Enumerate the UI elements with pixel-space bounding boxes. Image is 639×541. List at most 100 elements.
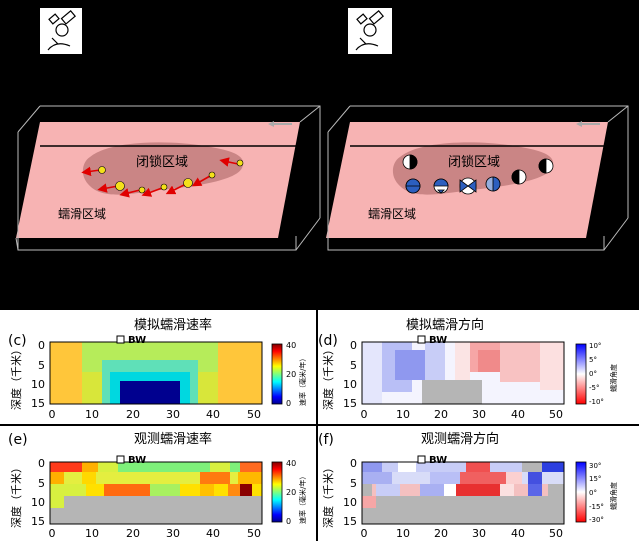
panel-f-ylabel: 深度（千米） <box>321 462 335 528</box>
svg-text:0: 0 <box>286 517 291 526</box>
svg-text:50: 50 <box>549 408 563 421</box>
svg-text:20: 20 <box>126 527 140 540</box>
panel-d-title-box <box>380 314 510 332</box>
panel-c-station: BW <box>128 335 146 346</box>
panel-c-letter: (c) <box>8 333 27 349</box>
panel-e-station: BW <box>128 455 146 466</box>
panel-d-heatmap <box>362 342 564 404</box>
svg-text:40: 40 <box>511 527 525 540</box>
svg-text:10: 10 <box>343 378 357 391</box>
station-marker-d <box>417 335 426 344</box>
svg-text:0: 0 <box>38 339 45 352</box>
svg-text:40: 40 <box>511 408 525 421</box>
panel-c-yticks: 0 5 10 15 <box>31 339 45 410</box>
svg-text:0: 0 <box>361 527 368 540</box>
svg-text:0: 0 <box>49 527 56 540</box>
panel-c-title-box <box>108 314 238 332</box>
svg-text:20: 20 <box>434 527 448 540</box>
panel-e-colorbar <box>271 461 283 523</box>
svg-text:-15°: -15° <box>589 503 604 511</box>
svg-text:20: 20 <box>286 370 296 379</box>
svg-text:5: 5 <box>38 359 45 372</box>
svg-text:30: 30 <box>472 527 486 540</box>
svg-text:-5°: -5° <box>589 384 599 392</box>
svg-text:10°: 10° <box>589 342 601 350</box>
panel-c-cblabel: 速率（毫米/年） <box>298 355 307 406</box>
svg-text:10: 10 <box>396 527 410 540</box>
panel-c-title: 模拟蠕滑速率 <box>134 317 212 333</box>
panel-e-cbticks: 40 20 0 <box>286 459 296 526</box>
panel-f-station: BW <box>429 455 447 466</box>
svg-text:0: 0 <box>286 399 291 408</box>
panel-d-letter: (d) <box>318 333 338 349</box>
svg-text:40: 40 <box>206 527 220 540</box>
svg-text:20: 20 <box>126 408 140 421</box>
panel-e-letter: (e) <box>8 432 28 448</box>
fault-block-left <box>15 105 321 251</box>
svg-text:5: 5 <box>350 477 357 490</box>
svg-text:0°: 0° <box>589 489 597 497</box>
panel-e-yticks: 0 5 10 15 <box>31 457 45 528</box>
svg-text:20: 20 <box>434 408 448 421</box>
svg-text:40: 40 <box>286 459 296 468</box>
panel-f-cblabel: 蠕滑角度 <box>609 482 618 510</box>
satellite-icon-left <box>40 8 82 54</box>
locked-zone-label-left: 闭锁区域 <box>136 154 188 170</box>
panel-e-cblabel: 速率（毫米/年） <box>298 473 307 524</box>
svg-text:50: 50 <box>247 408 261 421</box>
svg-text:30: 30 <box>166 408 180 421</box>
svg-text:15: 15 <box>343 515 357 528</box>
svg-text:10: 10 <box>31 378 45 391</box>
svg-text:10: 10 <box>85 527 99 540</box>
fault-block-right <box>326 105 629 251</box>
svg-text:0°: 0° <box>589 370 597 378</box>
svg-text:0: 0 <box>361 408 368 421</box>
panel-f-xticks: 0 10 20 30 40 50 <box>361 527 564 540</box>
svg-text:20: 20 <box>286 488 296 497</box>
svg-text:0: 0 <box>38 457 45 470</box>
panel-f-yticks: 0 5 10 15 <box>343 457 357 528</box>
svg-text:30: 30 <box>166 527 180 540</box>
svg-text:50: 50 <box>247 527 261 540</box>
panel-d-ylabel: 深度（千米） <box>321 344 335 410</box>
panel-c-colorbar <box>271 343 283 405</box>
panel-d-title: 模拟蠕滑方向 <box>406 317 484 333</box>
panel-d-yticks: 0 5 10 15 <box>343 339 357 410</box>
svg-text:10: 10 <box>31 496 45 509</box>
svg-text:15: 15 <box>343 397 357 410</box>
panel-f-cbticks: 30° 15° 0° -15° -30° <box>589 462 604 524</box>
panel-d-station: BW <box>429 335 447 346</box>
svg-text:10: 10 <box>396 408 410 421</box>
svg-text:0: 0 <box>49 408 56 421</box>
panel-e-xticks: 0 10 20 30 40 50 <box>49 527 262 540</box>
svg-text:50: 50 <box>549 527 563 540</box>
panel-f-title: 观测蠕滑方向 <box>421 431 499 447</box>
panel-d-colorbar <box>575 343 587 405</box>
svg-text:5: 5 <box>38 477 45 490</box>
svg-text:15: 15 <box>31 515 45 528</box>
station-marker-f <box>417 455 426 464</box>
panel-e-heatmap <box>50 462 262 524</box>
svg-text:30: 30 <box>472 408 486 421</box>
panel-c-xticks: 0 10 20 30 40 50 <box>49 408 262 421</box>
panel-c-ylabel: 深度（千米） <box>9 344 23 410</box>
panel-e-title: 观测蠕滑速率 <box>134 431 212 447</box>
station-marker-c <box>116 335 125 344</box>
svg-text:5: 5 <box>350 359 357 372</box>
svg-text:-10°: -10° <box>589 398 604 406</box>
panel-f-colorbar <box>575 461 587 523</box>
station-marker-e <box>116 455 125 464</box>
svg-text:10: 10 <box>343 496 357 509</box>
svg-text:-30°: -30° <box>589 516 604 524</box>
svg-text:15: 15 <box>31 397 45 410</box>
svg-text:30°: 30° <box>589 462 601 470</box>
svg-text:10: 10 <box>85 408 99 421</box>
panel-d-cblabel: 蠕滑角度 <box>609 364 618 392</box>
creep-zone-label-left: 蠕滑区域 <box>58 207 106 221</box>
satellite-icon-right <box>348 8 392 54</box>
svg-text:0: 0 <box>350 339 357 352</box>
svg-text:5°: 5° <box>589 356 597 364</box>
panel-e-ylabel: 深度（千米） <box>9 462 23 528</box>
panel-d-cbticks: 10° 5° 0° -5° -10° <box>589 342 604 406</box>
panel-c-cbticks: 40 20 0 <box>286 341 296 408</box>
